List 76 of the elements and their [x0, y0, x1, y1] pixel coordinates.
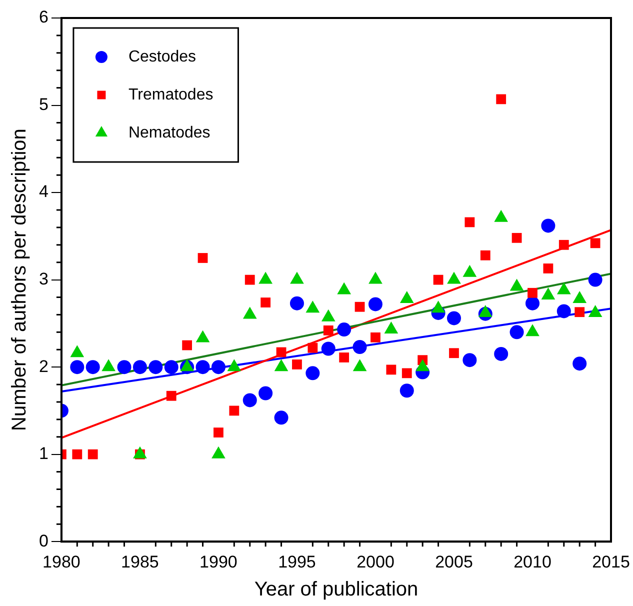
y-axis-title: Number of authors per description — [8, 128, 31, 431]
point — [166, 390, 176, 401]
x-tick-label: 1990 — [200, 552, 238, 572]
point — [88, 449, 98, 460]
point — [198, 253, 208, 263]
legend-label: Nematodes — [128, 124, 210, 142]
x-tick-label: 1995 — [278, 552, 316, 572]
x-tick-label: 2000 — [356, 552, 394, 572]
point — [182, 340, 192, 350]
point — [558, 240, 569, 250]
x-axis-title: Year of publication — [254, 578, 418, 601]
point — [148, 360, 163, 374]
point — [590, 238, 600, 248]
point — [449, 348, 459, 358]
point — [588, 272, 602, 287]
point — [308, 342, 318, 353]
point — [541, 218, 556, 233]
y-tick-label: 2 — [38, 356, 48, 376]
point — [368, 297, 382, 312]
point — [402, 368, 412, 378]
x-tick-label: 1985 — [121, 552, 159, 572]
point — [70, 360, 84, 374]
point — [242, 393, 257, 408]
y-tick-label: 0 — [38, 531, 48, 550]
point — [433, 274, 444, 285]
point — [352, 340, 367, 354]
point — [258, 386, 273, 400]
point — [292, 360, 302, 370]
point — [510, 325, 524, 340]
point — [321, 342, 336, 356]
x-tick-label: 2005 — [435, 552, 473, 572]
legend-label: Cestodes — [128, 48, 196, 66]
point — [464, 217, 475, 228]
point — [446, 311, 461, 326]
y-tick-label: 6 — [38, 8, 48, 27]
y-tick-label: 3 — [38, 269, 48, 288]
point — [274, 410, 288, 425]
point — [244, 274, 255, 285]
y-tick-label: 1 — [38, 444, 48, 464]
point — [354, 302, 365, 312]
point — [370, 332, 380, 342]
x-tick-label: 2015 — [592, 552, 630, 572]
point — [543, 264, 554, 274]
point — [260, 298, 271, 308]
point — [276, 347, 286, 358]
point — [323, 325, 334, 336]
point — [462, 353, 477, 368]
y-tick-label: 5 — [38, 94, 48, 114]
point — [117, 360, 132, 374]
point — [229, 406, 240, 416]
y-tick-label: 4 — [38, 182, 48, 202]
point — [525, 296, 540, 310]
point — [386, 364, 396, 375]
point — [306, 366, 320, 380]
point — [214, 428, 224, 438]
point — [290, 296, 304, 310]
x-tick-label: 1980 — [42, 552, 80, 572]
point — [132, 360, 147, 374]
point — [164, 360, 178, 374]
legend-label: Trematodes — [128, 86, 214, 104]
point — [339, 352, 350, 362]
point — [211, 360, 226, 374]
point — [556, 304, 571, 318]
point — [528, 288, 538, 298]
point — [574, 307, 585, 318]
point — [512, 232, 522, 243]
point — [494, 346, 508, 361]
point — [196, 360, 210, 374]
point — [480, 250, 490, 260]
point — [337, 322, 352, 337]
x-tick-label: 2010 — [514, 552, 552, 572]
point — [86, 360, 100, 374]
point — [496, 94, 506, 104]
point — [400, 384, 414, 398]
point — [72, 449, 82, 460]
point — [572, 356, 587, 371]
